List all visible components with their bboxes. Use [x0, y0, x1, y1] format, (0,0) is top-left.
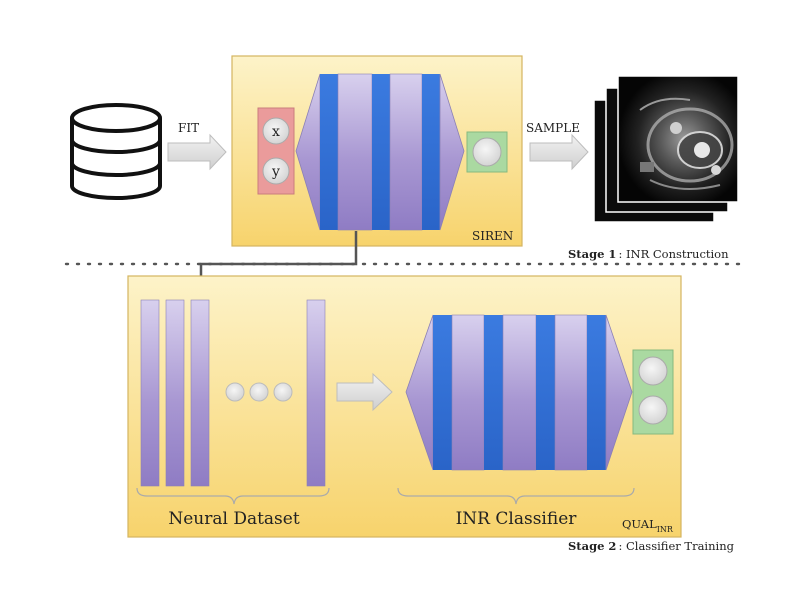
- classifier-output-node: [638, 356, 668, 386]
- classifier-output-node: [638, 395, 668, 425]
- siren-taper-right: [439, 73, 465, 231]
- siren-label: SIREN: [472, 229, 513, 243]
- sample-arrow: [529, 133, 589, 171]
- neural-dataset-label: Neural Dataset: [168, 509, 300, 529]
- mri-slices-image: [593, 75, 739, 223]
- siren-layer-blue: [372, 74, 390, 230]
- classifier-taper-right: [605, 314, 633, 471]
- ellipsis-dot: [249, 382, 269, 402]
- ellipsis-dot: [225, 382, 245, 402]
- input-x-node: [262, 117, 290, 145]
- siren-output-node: [472, 137, 502, 167]
- neural-dataset: [140, 299, 326, 487]
- ellipsis-dot: [273, 382, 293, 402]
- classifier-layer-purple: [554, 314, 588, 471]
- classifier-layer-blue: [587, 315, 606, 470]
- stage1-caption: Stage 1: INR Construction: [568, 247, 729, 261]
- classifier-layer-purple: [451, 314, 485, 471]
- database-icon: [70, 103, 162, 200]
- dataset-brace: [136, 487, 330, 505]
- dataset-item: [165, 299, 185, 487]
- siren-layer-blue: [320, 74, 338, 230]
- sample-label: SAMPLE: [526, 121, 580, 135]
- classifier-layer-blue: [536, 315, 555, 470]
- input-x-label: x: [272, 124, 280, 140]
- siren-layer-purple: [337, 73, 373, 231]
- inr-classifier-network: [405, 314, 633, 471]
- classifier-layer-blue: [433, 315, 452, 470]
- fit-arrow: [167, 133, 227, 171]
- classifier-layer-purple: [502, 314, 537, 471]
- classifier-layer-blue: [484, 315, 503, 470]
- siren-network: [295, 73, 465, 231]
- dataset-item: [190, 299, 210, 487]
- qual-inr-label: QUALINR: [622, 517, 674, 534]
- siren-layer-blue: [422, 74, 440, 230]
- classifier-brace: [397, 487, 635, 505]
- fit-label: FIT: [178, 121, 199, 135]
- dataset-item: [140, 299, 160, 487]
- input-y-node: [262, 157, 290, 185]
- siren-layer-purple: [389, 73, 423, 231]
- stage2-caption: Stage 2: Classifier Training: [568, 539, 735, 553]
- input-y-label: y: [271, 164, 280, 180]
- dataset-item: [306, 299, 326, 487]
- inr-classifier-label: INR Classifier: [456, 509, 578, 529]
- dataset-to-classifier-arrow: [336, 372, 393, 412]
